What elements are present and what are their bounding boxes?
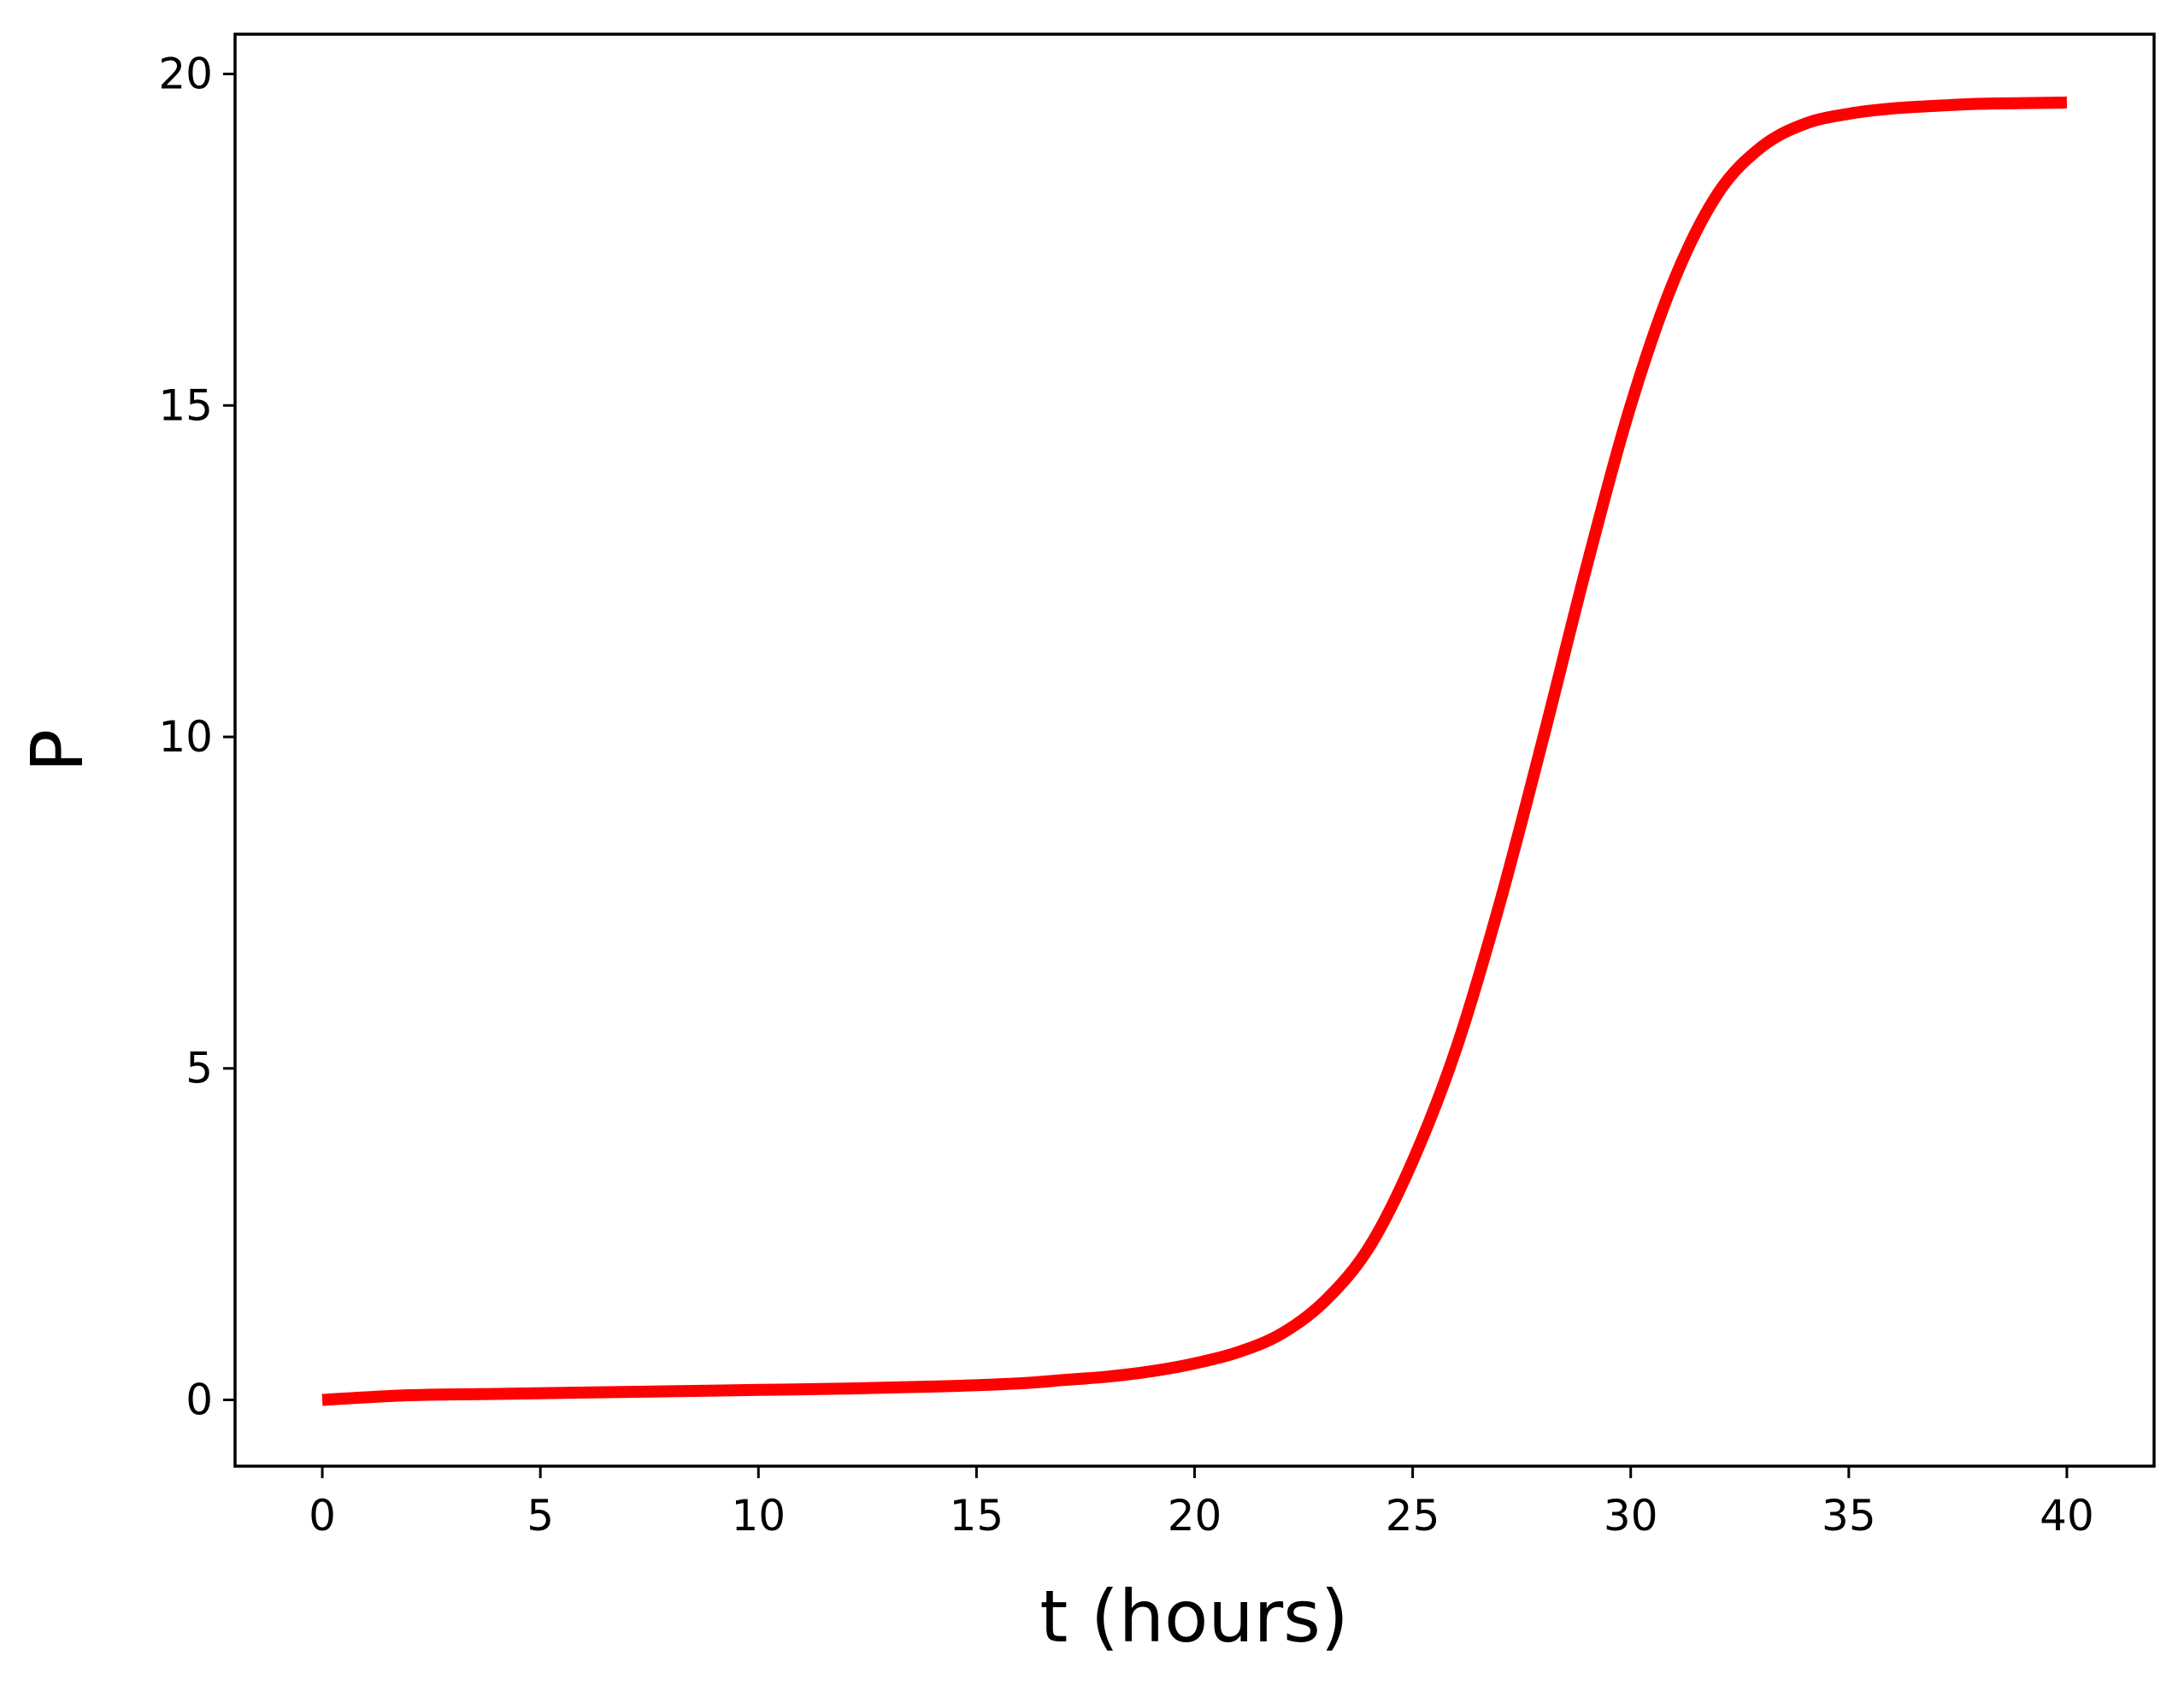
x-tick-label: 40 — [2040, 1491, 2094, 1541]
x-tick-label: 15 — [950, 1491, 1004, 1541]
y-tick-label: 5 — [185, 1044, 213, 1093]
tick-labels: 0 5 10 15 20 25 30 35 40 0 5 10 15 20 — [158, 50, 2093, 1541]
y-tick-label: 15 — [158, 380, 213, 430]
y-axis-label: P — [15, 729, 99, 773]
ticks — [223, 73, 2069, 1478]
x-tick-label: 30 — [1604, 1491, 1658, 1541]
x-tick-label: 20 — [1168, 1491, 1222, 1541]
y-tick-label: 0 — [185, 1375, 213, 1424]
x-tick-label: 35 — [1822, 1491, 1876, 1541]
axes-frame — [233, 32, 2156, 1468]
x-tick-label: 5 — [527, 1491, 554, 1541]
x-tick-label: 25 — [1386, 1491, 1440, 1541]
x-axis-label: t (hours) — [1039, 1575, 1348, 1659]
series-line — [321, 96, 2068, 1406]
x-tick-label: 0 — [309, 1491, 336, 1541]
plot-area — [235, 34, 2154, 1466]
x-tick-label: 10 — [731, 1491, 786, 1541]
y-tick-label: 20 — [158, 50, 213, 99]
y-tick-label: 10 — [158, 712, 213, 762]
